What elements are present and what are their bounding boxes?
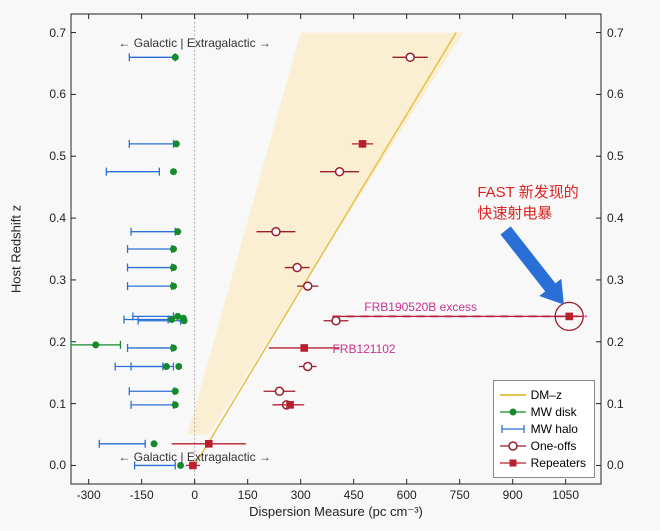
galactic-annotation-top: ← Galactic | Extragalactic → — [118, 36, 271, 50]
y-tick-label: 0.5 — [49, 149, 66, 163]
legend-label: DM–z — [531, 388, 562, 402]
y-tick-label-right: 0.1 — [607, 397, 624, 411]
x-tick-label: -300 — [77, 488, 101, 502]
legend-item-halo: MW halo — [500, 421, 586, 437]
legend-item-rep: Repeaters — [500, 455, 586, 471]
legend-item-oneoff: One-offs — [500, 438, 586, 454]
y-tick-label-right: 0.2 — [607, 335, 624, 349]
galactic-annotation-bottom: ← Galactic | Extragalactic → — [118, 450, 271, 464]
x-axis-label: Dispersion Measure (pc cm⁻³) — [249, 504, 423, 520]
y-axis-label: Host Redshift z — [9, 205, 24, 293]
y-tick-label: 0.0 — [49, 458, 66, 472]
legend-item-disk: MW disk — [500, 404, 586, 420]
y-tick-label: 0.6 — [49, 87, 66, 101]
callout-line2: 快速射电暴 — [477, 205, 552, 222]
y-tick-label-right: 0.4 — [607, 211, 624, 225]
y-tick-label: 0.7 — [49, 26, 66, 40]
y-tick-label-right: 0.3 — [607, 273, 624, 287]
y-tick-label-right: 0.5 — [607, 149, 624, 163]
y-tick-label-right: 0.0 — [607, 458, 624, 472]
legend-item-dmz: DM–z — [500, 387, 586, 403]
x-tick-label: 300 — [291, 488, 311, 502]
x-tick-label: 0 — [191, 488, 198, 502]
fast-callout: FAST 新发现的快速射电暴 — [477, 181, 578, 223]
y-tick-label: 0.2 — [49, 335, 66, 349]
x-tick-label: 150 — [238, 488, 258, 502]
y-tick-label: 0.4 — [49, 211, 66, 225]
frb-excess-label: FRB190520B excess — [364, 300, 477, 314]
callout-line1: FAST 新发现的 — [477, 184, 578, 201]
x-tick-label: 750 — [450, 488, 470, 502]
legend-label: One-offs — [531, 439, 577, 453]
x-tick-label: 450 — [344, 488, 364, 502]
y-tick-label-right: 0.6 — [607, 87, 624, 101]
x-tick-label: 1050 — [552, 488, 579, 502]
y-tick-label: 0.1 — [49, 397, 66, 411]
x-tick-label: -150 — [130, 488, 154, 502]
x-tick-label: 900 — [503, 488, 523, 502]
x-tick-label: 600 — [397, 488, 417, 502]
legend-label: Repeaters — [531, 456, 586, 470]
y-tick-label: 0.3 — [49, 273, 66, 287]
y-tick-label-right: 0.7 — [607, 26, 624, 40]
legend: DM–z MW disk MW halo One-offs Repeaters — [493, 380, 595, 478]
scatter-plot: -300-150015030045060075090010500.00.00.1… — [71, 14, 601, 484]
legend-label: MW halo — [531, 422, 578, 436]
frb121102-label: FRB121102 — [332, 342, 395, 356]
legend-label: MW disk — [531, 405, 577, 419]
